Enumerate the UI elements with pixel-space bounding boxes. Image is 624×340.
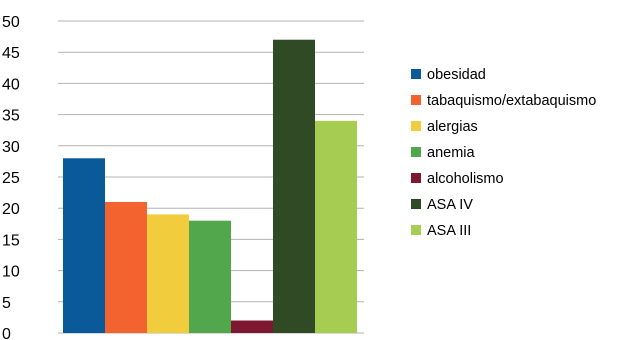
legend-label: tabaquismo/extabaquismo [427,93,596,109]
y-tick-label: 20 [2,201,20,218]
legend-swatch [411,225,421,235]
y-tick-label: 50 [2,14,20,31]
legend-swatch [411,121,421,131]
y-tick-label: 25 [2,170,20,187]
bar-anemia [189,220,231,333]
y-tick-label: 15 [2,232,20,249]
bar-alergias [147,214,189,333]
y-tick-label: 45 [2,45,20,62]
y-axis-tick-labels: 0 5 10 15 20 25 30 35 40 45 50 [2,14,20,340]
y-tick-label: 10 [2,264,20,281]
y-tick-label: 5 [2,295,11,312]
legend-label: alergias [427,119,478,135]
legend-swatch [411,199,421,209]
bar-asa-iv [273,39,315,333]
legend-label: obesidad [427,67,486,83]
y-tick-label: 40 [2,76,20,93]
legend-swatch [411,95,421,105]
y-tick-label: 30 [2,139,20,156]
legend-swatch [411,69,421,79]
bars [63,39,357,333]
legend-label: anemia [427,145,475,161]
bar-tabaquismo-extabaquismo [105,201,147,333]
y-tick-label: 35 [2,108,20,125]
legend-swatch [411,173,421,183]
legend-swatch [411,147,421,157]
bar-asa-iii [315,120,357,333]
legend-label: ASA III [427,223,471,239]
bar-alcoholismo [231,320,273,333]
legend-label: alcoholismo [427,171,504,187]
bar-obesidad [63,158,105,333]
legend-label: ASA IV [427,197,473,213]
legend: obesidad tabaquismo/extabaquismo alergias a… [411,67,596,239]
y-tick-label: 0 [2,326,11,340]
